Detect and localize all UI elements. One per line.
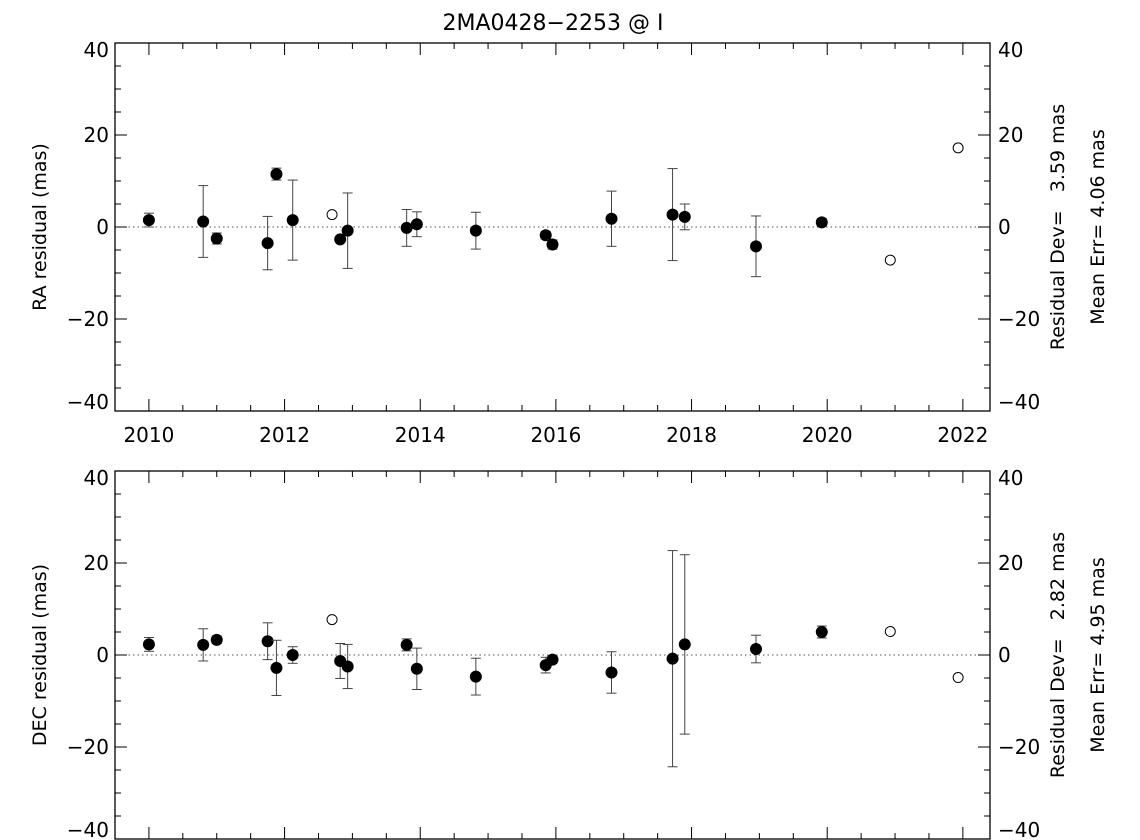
- data-point-open: [884, 626, 896, 638]
- data-point-open: [326, 209, 338, 221]
- data-point: [197, 215, 210, 228]
- y-tick-label-right: 40: [998, 38, 1023, 62]
- x-tick-label: 2014: [395, 423, 446, 447]
- data-point: [400, 221, 413, 234]
- data-point: [270, 168, 283, 181]
- y-tick-label-right: −40: [998, 390, 1040, 414]
- x-tick-label: 2018: [666, 423, 717, 447]
- data-point: [666, 652, 679, 665]
- y-tick-label: −40: [67, 390, 109, 414]
- x-tick-label: 2022: [937, 423, 988, 447]
- x-tick-label: 2016: [530, 423, 581, 447]
- data-point: [546, 238, 559, 251]
- mean-err-label: Mean Err= 4.95 mas: [1087, 557, 1109, 752]
- data-point: [678, 638, 691, 651]
- mean-err-label: Mean Err= 4.06 mas: [1087, 129, 1109, 324]
- y-tick-label-right: −20: [998, 307, 1040, 331]
- residual-dev-label: Residual Dev= 2.82 mas: [1047, 532, 1069, 778]
- y-tick-label-right: −40: [998, 818, 1040, 840]
- y-axis-label: DEC residual (mas): [29, 564, 51, 746]
- data-point: [142, 638, 155, 651]
- data-point-open: [326, 614, 338, 626]
- y-tick-label: 40: [84, 466, 109, 490]
- data-point: [210, 232, 223, 245]
- y-axis-label: RA residual (mas): [29, 143, 51, 311]
- data-point-open: [884, 254, 896, 266]
- y-tick-label: −20: [67, 307, 109, 331]
- y-tick-label: 20: [84, 551, 109, 575]
- data-point-open: [952, 142, 964, 154]
- data-point: [815, 216, 828, 229]
- data-point: [678, 210, 691, 223]
- y-tick-label: 40: [84, 38, 109, 62]
- data-point: [341, 660, 354, 673]
- y-tick-label: 20: [84, 123, 109, 147]
- x-tick-label: 2012: [259, 423, 310, 447]
- data-point: [469, 224, 482, 237]
- data-point: [286, 649, 299, 661]
- data-point: [539, 229, 552, 242]
- data-point: [815, 626, 828, 638]
- data-point: [605, 666, 618, 679]
- data-point: [270, 661, 283, 674]
- data-point: [261, 635, 274, 648]
- y-tick-label-right: 20: [998, 123, 1023, 147]
- data-point: [469, 670, 482, 683]
- data-point: [197, 638, 210, 651]
- data-point-open: [952, 672, 964, 684]
- data-point: [410, 218, 423, 231]
- data-point: [210, 633, 223, 646]
- data-point: [334, 233, 347, 246]
- y-tick-label-right: 0: [998, 643, 1011, 667]
- y-tick-label: 0: [96, 643, 109, 667]
- data-point: [341, 224, 354, 237]
- data-point: [400, 638, 413, 651]
- chart-title: 2MA0428−2253 @ I: [443, 11, 664, 36]
- dec-residual-panel: −40 −40 −20 −20 0 0 20 20 40 40 DEC residual (mas)…: [29, 466, 1109, 840]
- data-point: [261, 237, 274, 250]
- data-point: [142, 214, 155, 227]
- data-point: [605, 212, 618, 225]
- y-tick-label-right: 40: [998, 466, 1023, 490]
- y-tick-label: 0: [96, 215, 109, 239]
- y-tick-label: −20: [67, 735, 109, 759]
- y-tick-label-right: 20: [998, 551, 1023, 575]
- data-point: [749, 643, 762, 656]
- x-tick-label: 2010: [123, 423, 174, 447]
- data-point: [410, 662, 423, 675]
- data-point: [546, 653, 559, 666]
- y-tick-label-right: 0: [998, 215, 1011, 239]
- data-point: [666, 208, 679, 221]
- data-point: [286, 214, 299, 227]
- x-tick-label: 2020: [802, 423, 853, 447]
- y-tick-label: −40: [67, 818, 109, 840]
- y-tick-label-right: −20: [998, 735, 1040, 759]
- residual-dev-label: Residual Dev= 3.59 mas: [1047, 104, 1069, 350]
- data-point: [749, 240, 762, 253]
